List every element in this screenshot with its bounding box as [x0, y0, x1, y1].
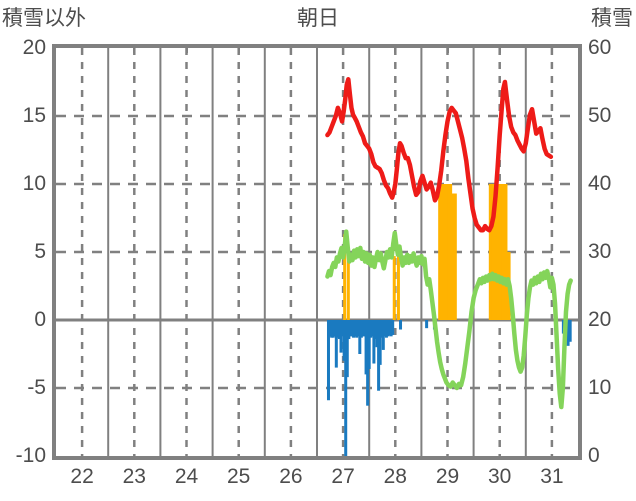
x-tick-30: 30	[488, 465, 512, 488]
x-tick-29: 29	[435, 465, 460, 488]
right-tick-40: 40	[588, 172, 612, 195]
right-axis-title: 積雪	[591, 7, 633, 30]
x-tick-27: 27	[331, 465, 355, 488]
x-tick-31: 31	[540, 465, 564, 488]
left-tick--5: -5	[27, 376, 46, 399]
x-tick-28: 28	[383, 465, 407, 488]
left-tick-10: 10	[22, 172, 46, 195]
top-tick-30	[498, 44, 501, 53]
left-tick-15: 15	[22, 104, 46, 127]
x-tick-26: 26	[279, 465, 303, 488]
left-tick--10: -10	[15, 444, 46, 467]
top-tick-31	[550, 44, 553, 53]
top-tick-27	[342, 44, 345, 53]
x-tick-25: 25	[227, 465, 251, 488]
x-tick-23: 23	[122, 465, 146, 488]
top-tick-23	[133, 44, 136, 53]
top-tick-24	[185, 44, 188, 53]
top-tick-26	[289, 44, 292, 53]
data-layer	[325, 77, 573, 456]
plot-canvas	[56, 48, 578, 456]
left-axis-title: 積雪以外	[2, 7, 86, 30]
right-tick-20: 20	[588, 308, 612, 331]
right-tick-50: 50	[588, 104, 612, 127]
top-tick-22	[81, 44, 84, 53]
right-tick-0: 0	[588, 444, 600, 467]
top-tick-25	[237, 44, 240, 53]
plot-area	[52, 44, 582, 460]
top-tick-29	[446, 44, 449, 53]
x-tick-24: 24	[174, 465, 199, 488]
right-tick-60: 60	[588, 36, 612, 59]
right-tick-30: 30	[588, 240, 612, 263]
top-tick-28	[394, 44, 397, 53]
left-tick-5: 5	[34, 240, 46, 263]
left-tick-0: 0	[34, 308, 46, 331]
chart-title: 朝日	[297, 7, 339, 30]
x-tick-22: 22	[70, 465, 94, 488]
right-tick-10: 10	[588, 376, 612, 399]
left-tick-20: 20	[22, 36, 46, 59]
